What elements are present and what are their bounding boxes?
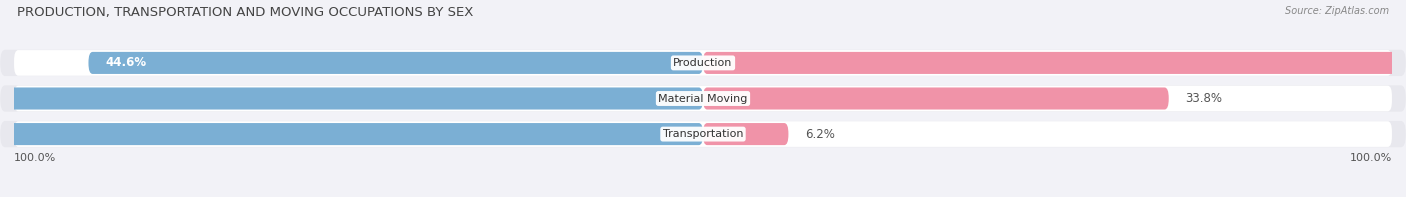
Text: 44.6%: 44.6% (105, 56, 146, 69)
Text: 33.8%: 33.8% (1185, 92, 1222, 105)
Text: Material Moving: Material Moving (658, 94, 748, 103)
FancyBboxPatch shape (703, 87, 1168, 110)
Text: 100.0%: 100.0% (1350, 153, 1392, 163)
Text: PRODUCTION, TRANSPORTATION AND MOVING OCCUPATIONS BY SEX: PRODUCTION, TRANSPORTATION AND MOVING OC… (17, 6, 474, 19)
FancyBboxPatch shape (0, 87, 703, 110)
FancyBboxPatch shape (14, 50, 1392, 76)
FancyBboxPatch shape (0, 121, 1406, 147)
Text: Source: ZipAtlas.com: Source: ZipAtlas.com (1285, 6, 1389, 16)
FancyBboxPatch shape (14, 86, 1392, 111)
Text: 6.2%: 6.2% (806, 128, 835, 141)
FancyBboxPatch shape (0, 123, 703, 145)
FancyBboxPatch shape (0, 50, 1406, 76)
FancyBboxPatch shape (0, 85, 1406, 112)
Text: Production: Production (673, 58, 733, 68)
FancyBboxPatch shape (703, 123, 789, 145)
Text: Transportation: Transportation (662, 129, 744, 139)
FancyBboxPatch shape (703, 52, 1406, 74)
FancyBboxPatch shape (89, 52, 703, 74)
Text: 100.0%: 100.0% (14, 153, 56, 163)
FancyBboxPatch shape (14, 121, 1392, 147)
